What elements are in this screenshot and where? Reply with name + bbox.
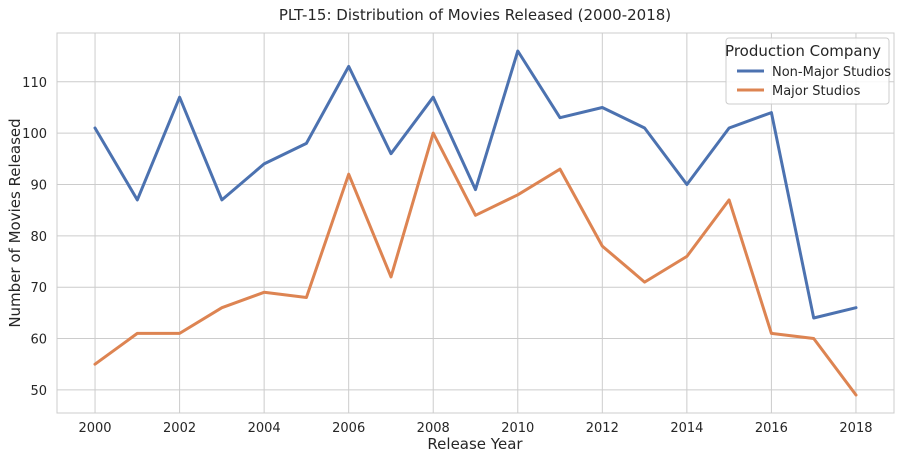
plot-area-frame (56, 32, 895, 414)
x-tick-label: 2010 (501, 421, 534, 436)
y-axis-label: Number of Movies Released (6, 118, 24, 327)
legend-label-major-studios: Major Studios (772, 84, 861, 99)
y-tick-label: 100 (22, 127, 47, 142)
x-tick-label: 2008 (417, 421, 450, 436)
legend-title: Production Company (725, 42, 881, 60)
y-tick-label: 70 (30, 281, 47, 296)
grid (57, 33, 894, 413)
x-tick-label: 2012 (586, 421, 619, 436)
y-tick-label: 110 (22, 76, 47, 91)
y-tick-label: 90 (30, 178, 47, 193)
y-tick-label: 80 (30, 230, 47, 245)
series-line-major-studios (93, 131, 858, 397)
series-lines (93, 49, 858, 397)
x-tick-label: 2006 (332, 421, 365, 436)
legend: Production Company Non-Major Studios Maj… (725, 37, 891, 105)
y-tick-label: 50 (30, 384, 47, 399)
x-tick-label: 2000 (78, 421, 111, 436)
x-axis-ticks: 2000 2002 2004 2006 2008 2010 2012 2014 2016 2018 (78, 421, 872, 436)
series-line-non-major-studios (93, 49, 858, 320)
y-tick-label: 60 (30, 333, 47, 348)
x-axis-label: Release Year (427, 435, 523, 453)
legend-box (725, 37, 890, 105)
chart-title: PLT-15: Distribution of Movies Released … (279, 6, 671, 24)
x-tick-label: 2002 (163, 421, 196, 436)
x-tick-label: 2016 (755, 421, 788, 436)
y-axis-ticks: 50 60 70 80 90 100 110 (22, 76, 47, 399)
legend-label-non-major-studios: Non-Major Studios (772, 65, 891, 80)
x-tick-label: 2014 (670, 421, 703, 436)
x-tick-label: 2018 (839, 421, 872, 436)
x-tick-label: 2004 (248, 421, 281, 436)
